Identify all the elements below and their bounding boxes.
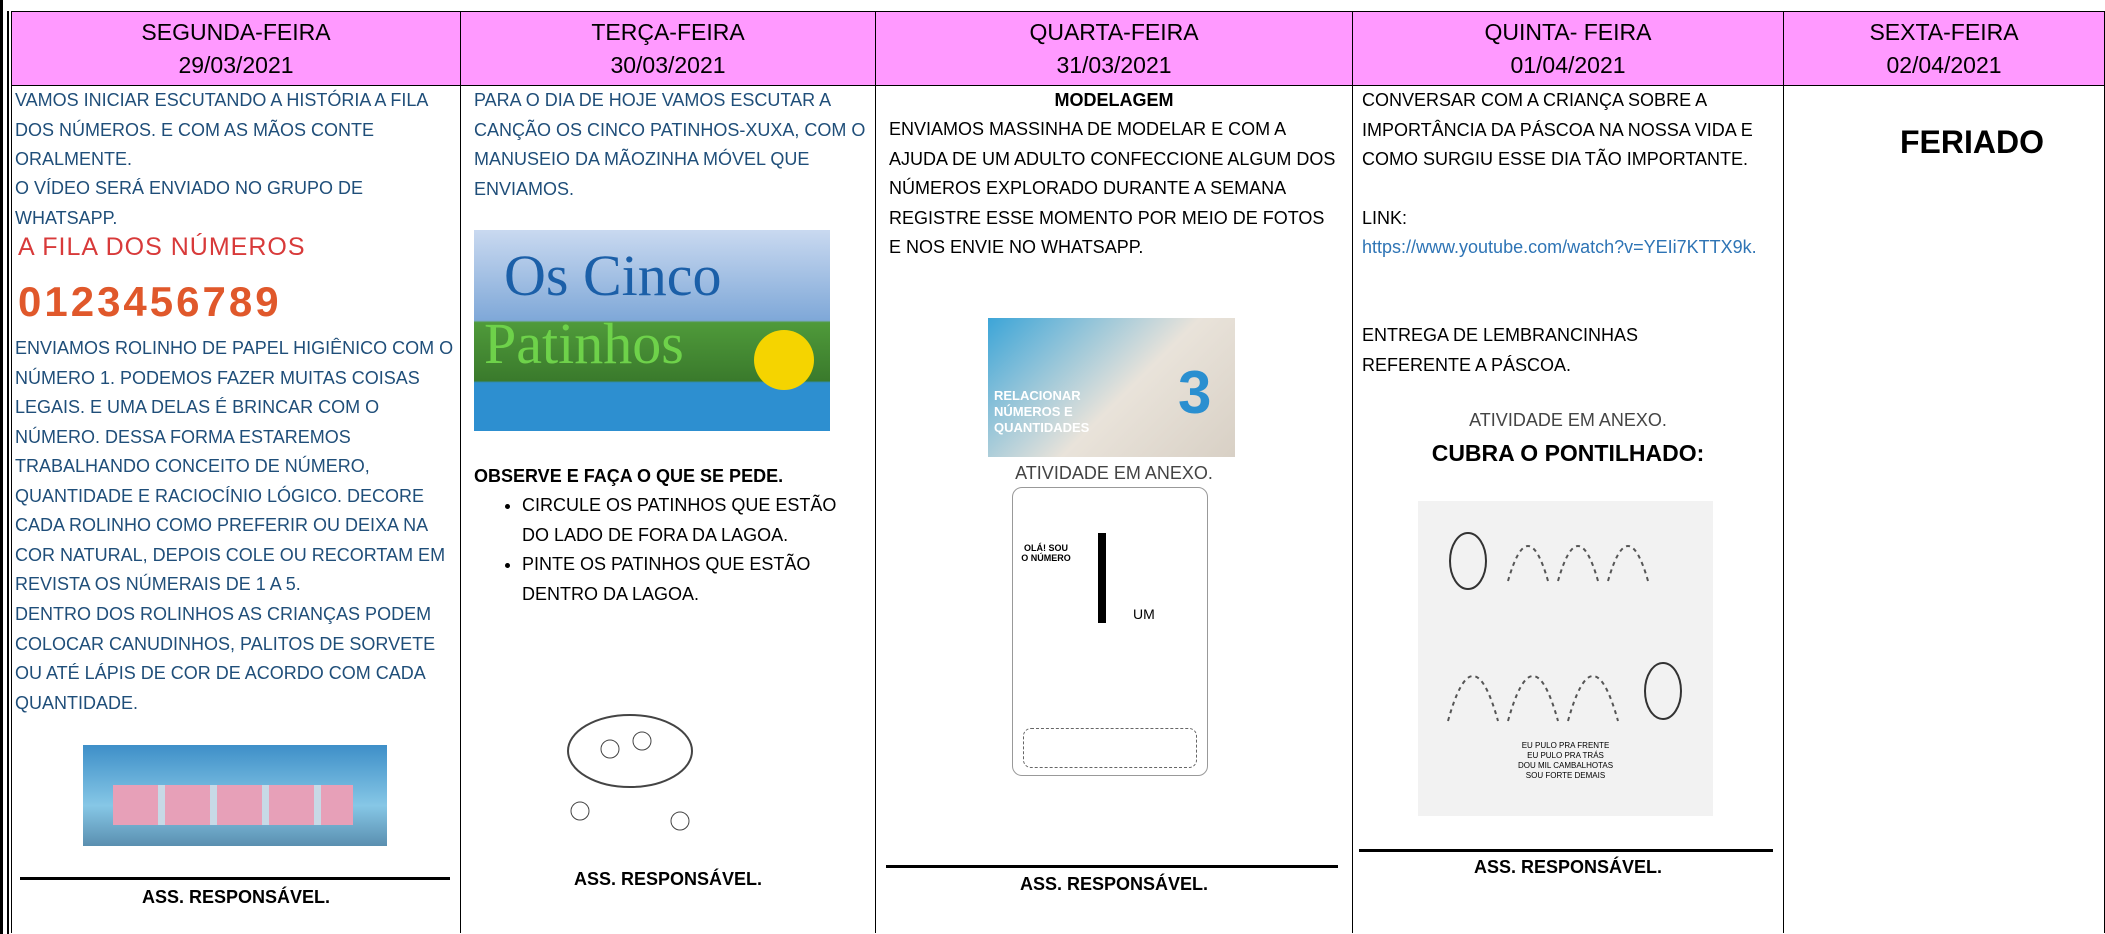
signature-line: [886, 865, 1338, 868]
bullet-list: CIRCULE OS PATINHOS QUE ESTÃO DO LADO DE…: [474, 491, 852, 609]
link-label: LINK:: [1362, 208, 1408, 228]
note: FERIADO: [1900, 124, 2044, 160]
day-cell: [1783, 86, 2105, 933]
date: 30/03/2021: [610, 52, 726, 78]
day: SEXTA-FEIRA: [1869, 19, 2019, 45]
day: TERÇA-FEIRA: [591, 19, 745, 45]
image-title: Os Cinco: [504, 243, 722, 308]
header-cell: QUARTA-FEIRA 31/03/2021: [875, 11, 1353, 86]
sheet-word: UM: [1133, 606, 1155, 622]
paragraph: PARA O DIA DE HOJE VAMOS ESCUTAR A CANÇÃ…: [474, 90, 866, 199]
heading: MODELAGEM: [1054, 90, 1174, 110]
signature: ASS. RESPONSÁVEL.: [141, 887, 331, 907]
date: 02/04/2021: [1886, 52, 2002, 78]
bullet: CIRCULE OS PATINHOS QUE ESTÃO DO LADO DE…: [522, 491, 852, 550]
signature: ASS. RESPONSÁVEL.: [1473, 857, 1663, 877]
paragraph: VAMOS INICIAR ESCUTANDO A HISTÓRIA A FIL…: [15, 90, 428, 169]
signature: ASS. RESPONSÁVEL.: [573, 869, 763, 889]
instruction: OBSERVE E FAÇA O QUE SE PEDE.: [474, 466, 784, 486]
paragraph: ENTREGA DE LEMBRANCINHAS REFERENTE A PÁS…: [1362, 325, 1639, 375]
date: 01/04/2021: [1510, 52, 1626, 78]
paragraph: CONVERSAR COM A CRIANÇA SOBRE A IMPORTÂN…: [1362, 90, 1753, 169]
image-title: Patinhos: [484, 311, 684, 376]
image-modeling: RELACIONAR NÚMEROS E QUANTIDADES 3: [988, 318, 1235, 457]
left-border: [0, 0, 3, 934]
signature-line: [1359, 849, 1773, 852]
date: 31/03/2021: [1056, 52, 1172, 78]
image-patinhos: Os Cinco Patinhos: [474, 230, 830, 431]
left-border: [7, 11, 9, 934]
sheet-text: OLÁ! SOU O NÚMERO: [1021, 543, 1071, 563]
signature: ASS. RESPONSÁVEL.: [1019, 874, 1209, 894]
header-cell: SEXTA-FEIRA 02/04/2021: [1783, 11, 2105, 86]
duck-drawing: [567, 714, 693, 831]
header-cell: QUINTA- FEIRA 01/04/2021: [1352, 11, 1784, 86]
signature-line: [20, 877, 450, 880]
image-caption: RELACIONAR NÚMEROS E QUANTIDADES: [994, 388, 1090, 435]
worksheet: EU PULO PRA FRENTE EU PULO PRA TRÁS DOU …: [1418, 501, 1713, 816]
image-digits: 0123456789: [18, 278, 282, 325]
attachment: ATIVIDADE EM ANEXO.: [1469, 410, 1667, 430]
poem-line: EU PULO PRA FRENTE: [1521, 741, 1610, 750]
day: SEGUNDA-FEIRA: [141, 19, 331, 45]
day: QUARTA-FEIRA: [1029, 19, 1199, 45]
worksheet: OLÁ! SOU O NÚMERO UM: [1012, 487, 1208, 776]
paragraph: O VÍDEO SERÁ ENVIADO NO GRUPO DE WHATSAP…: [15, 178, 364, 228]
heading: CUBRA O PONTILHADO:: [1431, 440, 1705, 466]
date: 29/03/2021: [178, 52, 294, 78]
image-rolls: [83, 745, 387, 846]
poem-line: DOU MIL CAMBALHOTAS: [1517, 761, 1614, 770]
poem-line: EU PULO PRA TRÁS: [1527, 751, 1604, 760]
bullet: PINTE OS PATINHOS QUE ESTÃO DENTRO DA LA…: [522, 550, 852, 609]
image-title: A FILA DOS NÚMEROS: [18, 233, 306, 261]
attachment: ATIVIDADE EM ANEXO.: [1015, 463, 1213, 483]
header-cell: TERÇA-FEIRA 30/03/2021: [460, 11, 876, 86]
paragraph: ENVIAMOS MASSINHA DE MODELAR E COM A AJU…: [889, 119, 1336, 257]
link[interactable]: https://www.youtube.com/watch?v=YEIi7KTT…: [1362, 237, 1757, 257]
day: QUINTA- FEIRA: [1484, 19, 1652, 45]
poem-line: SOU FORTE DEMAIS: [1525, 771, 1606, 780]
paragraph: DENTRO DOS ROLINHOS AS CRIANÇAS PODEM CO…: [15, 604, 436, 713]
paragraph: ENVIAMOS ROLINHO DE PAPEL HIGIÊNICO COM …: [15, 338, 454, 594]
header-cell: SEGUNDA-FEIRA 29/03/2021: [11, 11, 461, 86]
